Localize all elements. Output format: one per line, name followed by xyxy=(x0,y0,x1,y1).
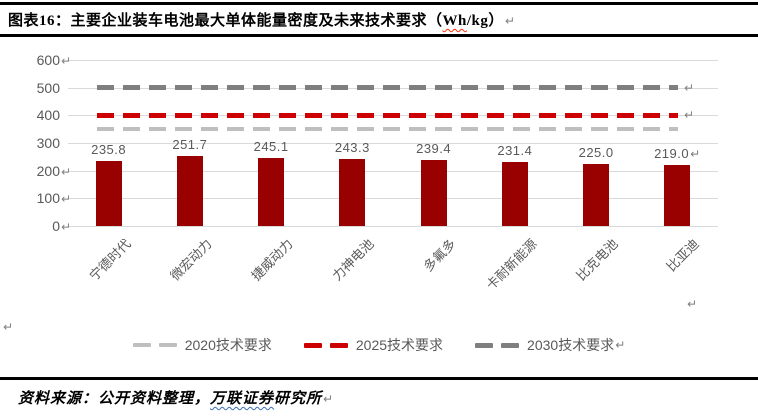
bar-value: 219.0 xyxy=(654,146,690,162)
bar-value: 235.8 xyxy=(91,141,127,157)
bar-value-label: 231.4 xyxy=(497,143,532,158)
paragraph-mark-icon: ↵ xyxy=(686,295,697,313)
legend-year: 2025 xyxy=(355,337,388,353)
bar-value: 239.4 xyxy=(416,140,452,156)
paragraph-mark-icon: ↵ xyxy=(683,106,694,124)
x-category-label: 宁德时代 xyxy=(85,236,134,284)
legend-item-2020: 2020技术要求 xyxy=(132,335,272,355)
source-note: 资料来源：公开资料整理，万联证券研究所↵ xyxy=(18,391,334,407)
y-tick-label: 600 ↵ xyxy=(0,51,71,69)
bar-2 xyxy=(176,156,203,226)
bar-value-label: 245.1 xyxy=(254,139,289,154)
x-category-label: 多氟多 xyxy=(420,236,459,275)
bar-value-label: 225.0 xyxy=(579,145,614,160)
source-pre: 资料来源：公开资料整理， xyxy=(18,391,211,407)
legend-dash-icon xyxy=(329,342,348,348)
paragraph-mark-icon: ↵ xyxy=(61,164,72,179)
paragraph-mark-icon: ↵ xyxy=(683,79,694,97)
y-tick-label: 200 ↵ xyxy=(0,162,71,180)
chart-legend: 2020技术要求 2025技术要求 2030技术要求 ↵ xyxy=(0,335,758,355)
figure-title-bar: 图表16：主要企业装车电池最大单体能量密度及未来技术要求（Wh/kg）↵ xyxy=(0,2,758,37)
paragraph-mark-icon: ↵ xyxy=(61,220,72,234)
paragraph-mark-icon: ↵ xyxy=(615,338,626,352)
legend-item-2025: 2025技术要求 xyxy=(303,335,444,355)
title-post: /kg） xyxy=(466,13,504,29)
y-tick-value: 400 xyxy=(36,107,60,124)
gridline xyxy=(68,226,718,227)
bar-8 xyxy=(664,165,691,226)
legend-item-2030: 2030技术要求 ↵ xyxy=(475,335,625,355)
legend-year: 2030 xyxy=(527,337,559,353)
y-tick-label: 300 xyxy=(0,134,60,152)
bar-value: 243.3 xyxy=(334,139,370,155)
x-category-label: 捷威动力 xyxy=(248,236,296,284)
gridline xyxy=(68,60,718,61)
legend-label: 2025技术要求 xyxy=(355,337,444,354)
paragraph-mark-icon: ↵ xyxy=(687,297,698,311)
gridline xyxy=(68,170,718,172)
gridline xyxy=(68,198,718,200)
bar-value: 225.0 xyxy=(578,144,614,160)
paragraph-mark-icon: ↵ xyxy=(3,320,14,334)
legend-dash-icon xyxy=(132,343,151,347)
bar-3 xyxy=(258,158,285,226)
legend-dash-icon xyxy=(475,342,494,348)
y-tick-value: 600 xyxy=(36,52,60,68)
bar-value: 245.1 xyxy=(253,139,289,155)
bar-value: 251.7 xyxy=(172,137,208,153)
paragraph-mark-icon: ↵ xyxy=(504,14,516,28)
bar-value-label: 251.7 xyxy=(172,137,207,152)
bar-value-label: 243.3 xyxy=(335,140,370,155)
source-post: 研究所 xyxy=(274,391,323,407)
gridline xyxy=(68,143,718,144)
paragraph-mark-icon: ↵ xyxy=(684,80,695,95)
y-tick-value: 300 xyxy=(36,135,60,151)
x-category-label: 力神电池 xyxy=(329,236,378,284)
y-tick-label: 0 ↵ xyxy=(0,217,71,235)
energy-density-bar-chart: 600 ↵ 500 400 300 200 ↵ 100 ↵ 0 ↵ 235.8 251.7 245.1 24… xyxy=(0,37,758,377)
bar-1 xyxy=(95,160,122,226)
bar-4 xyxy=(339,158,366,226)
bar-7 xyxy=(583,163,610,226)
paragraph-mark-icon: ↵ xyxy=(2,318,13,336)
source-bar: 资料来源：公开资料整理，万联证券研究所↵ xyxy=(0,377,758,408)
y-tick-value: 100 xyxy=(36,190,60,207)
bar-value-label: 235.8 xyxy=(91,142,126,157)
paragraph-mark-icon: ↵ xyxy=(61,54,72,68)
y-tick-value: 500 xyxy=(36,79,60,96)
x-category-label: 比亚迪 xyxy=(663,236,703,275)
legend-label: 2020技术要求 xyxy=(184,337,272,354)
y-tick-label: 500 xyxy=(0,79,60,97)
bar-value-label: 219.0↵ xyxy=(654,146,701,161)
y-tick-label: 100 ↵ xyxy=(0,189,71,207)
legend-dash-icon xyxy=(158,343,177,347)
bar-6 xyxy=(501,161,528,226)
title-spellcheck-wh: Wh xyxy=(442,13,467,29)
paragraph-mark-icon: ↵ xyxy=(61,192,72,207)
figure-title: 图表16：主要企业装车电池最大单体能量密度及未来技术要求（Wh/kg）↵ xyxy=(8,9,515,30)
legend-label: 2030技术要求 xyxy=(527,337,615,354)
requirement-line-2020 xyxy=(97,127,678,132)
requirement-line-2025 xyxy=(97,112,678,118)
bar-5 xyxy=(420,159,447,226)
requirement-line-2030 xyxy=(97,85,678,91)
legend-dash-icon xyxy=(303,342,322,348)
bar-value: 231.4 xyxy=(497,142,533,158)
x-category-label: 比克电池 xyxy=(573,236,621,284)
x-category-label: 卡耐新能源 xyxy=(483,236,540,293)
title-pre: 图表16：主要企业装车电池最大单体能量密度及未来技术要求（ xyxy=(8,13,443,29)
y-tick-label: 400 xyxy=(0,106,60,124)
paragraph-mark-icon: ↵ xyxy=(684,108,695,123)
y-tick-value: 200 xyxy=(36,162,60,179)
paragraph-mark-icon: ↵ xyxy=(323,392,335,406)
x-category-label: 微宏动力 xyxy=(167,236,215,284)
paragraph-mark-icon: ↵ xyxy=(690,147,701,162)
legend-dash-icon xyxy=(501,342,520,348)
bar-value-label: 239.4 xyxy=(416,141,451,156)
source-grammarcheck: 万联证券 xyxy=(210,391,275,407)
y-tick-value: 0 xyxy=(52,218,60,234)
legend-year: 2020 xyxy=(184,337,216,353)
